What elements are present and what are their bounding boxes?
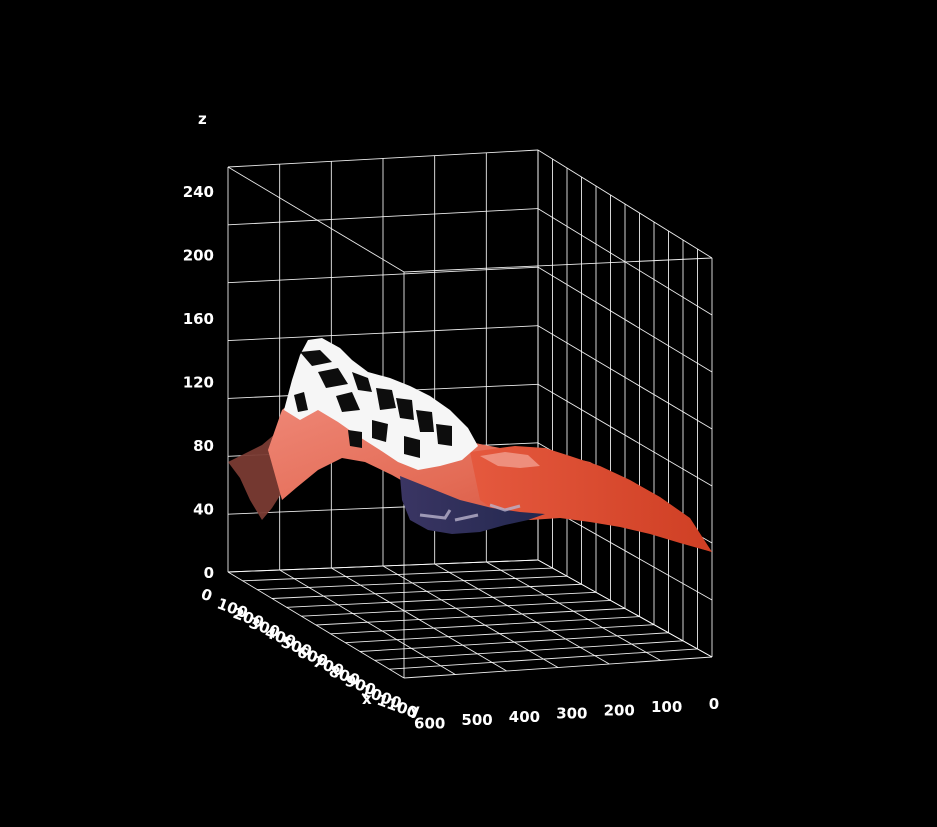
back-wall-grid xyxy=(227,149,713,573)
floor-grid-y xyxy=(227,571,405,679)
x-tick-label: 0 xyxy=(199,585,215,605)
x-axis-title: x xyxy=(362,690,372,708)
z-tick-label: 160 xyxy=(183,310,214,328)
y-axis-ticks: 600 500 400 300 200 100 0 xyxy=(414,695,719,732)
y-tick-label: 0 xyxy=(709,695,719,713)
surface-highlight xyxy=(480,452,540,468)
y-tick-label: 500 xyxy=(461,711,492,729)
surface-navy-lines xyxy=(419,503,521,522)
z-axis-title: z xyxy=(198,110,207,128)
y-tick-label: 100 xyxy=(651,698,682,716)
surface-navy-region xyxy=(400,476,545,534)
box-top-front xyxy=(403,257,713,273)
z-tick-label: 120 xyxy=(183,373,214,391)
side-wall-grid xyxy=(537,149,713,658)
z-axis-ticks: 0 40 80 120 160 200 240 xyxy=(183,183,214,582)
z-tick-label: 0 xyxy=(204,564,214,582)
z-tick-label: 240 xyxy=(183,183,214,201)
floor-grid-y xyxy=(434,563,610,665)
floor-grid xyxy=(227,272,713,679)
surface-mesh xyxy=(228,338,712,552)
y-tick-label: 300 xyxy=(556,705,587,723)
surface-right-sheet xyxy=(470,446,712,552)
floor-grid-y xyxy=(331,567,507,672)
y-axis-title: y xyxy=(410,701,420,719)
z-tick-label: 200 xyxy=(183,246,214,264)
surface-ridge-stripes xyxy=(294,350,452,458)
y-tick-label: 400 xyxy=(509,708,540,726)
y-tick-label: 200 xyxy=(604,701,635,719)
floor-grid-y xyxy=(382,565,559,668)
box-top-diagonal xyxy=(227,166,405,273)
z-tick-label: 40 xyxy=(193,500,214,518)
floor-grid-y xyxy=(537,559,713,658)
floor-grid-y xyxy=(486,561,661,661)
z-tick-label: 80 xyxy=(193,437,214,455)
floor-grid-y xyxy=(279,569,456,675)
y-tick-label: 600 xyxy=(414,714,445,732)
